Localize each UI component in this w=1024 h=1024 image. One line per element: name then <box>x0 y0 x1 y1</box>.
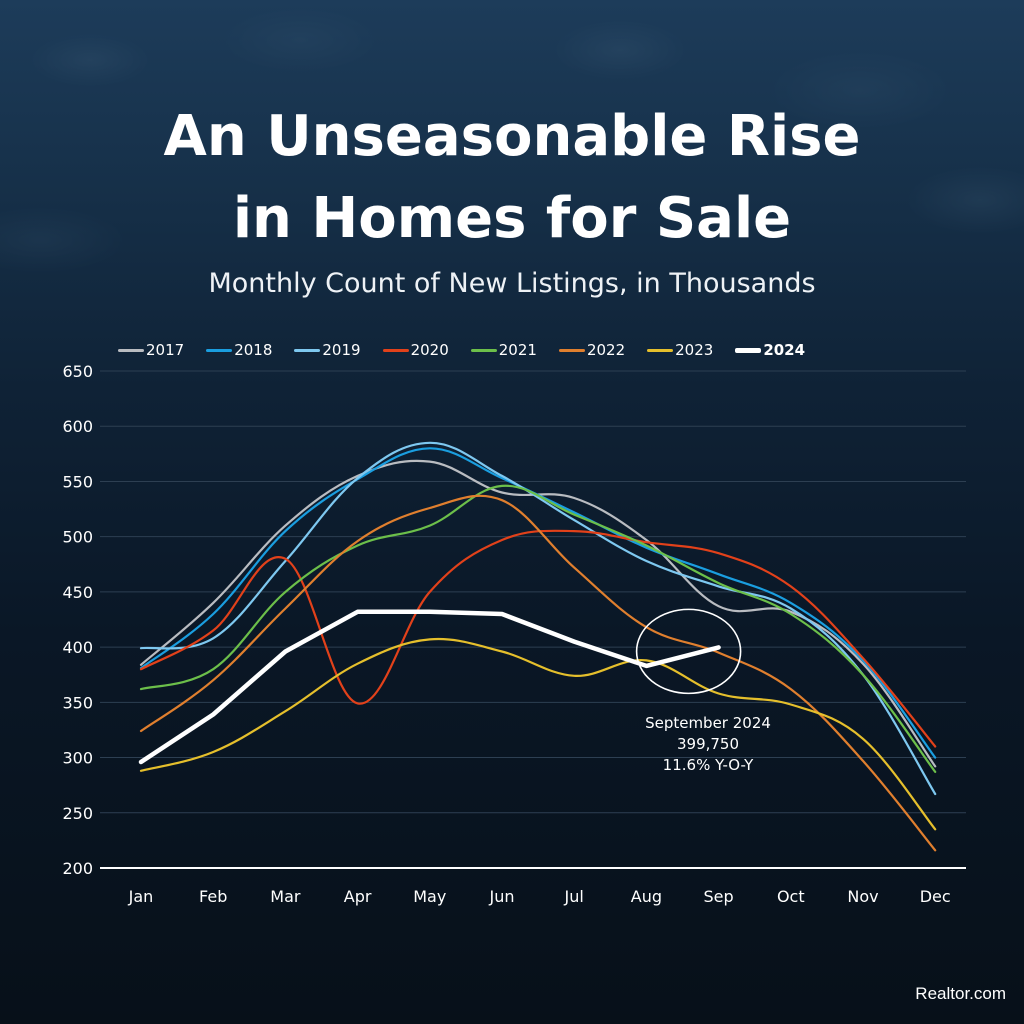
annotation-circle <box>635 608 742 695</box>
legend-swatch-2020 <box>382 348 409 352</box>
annotation-text-line-2: 399,750 <box>677 735 739 753</box>
legend-swatch-2023 <box>647 348 674 352</box>
x-tick-label-dec: Dec <box>920 887 951 906</box>
x-tick-label-apr: Apr <box>344 887 372 906</box>
series-line-2022 <box>139 494 937 852</box>
x-tick-label-oct: Oct <box>777 887 805 906</box>
legend-swatch-2022 <box>558 348 585 352</box>
legend-label-2022: 2022 <box>586 341 626 359</box>
x-tick-label-nov: Nov <box>847 887 878 906</box>
title-line-2: in Homes for Sale <box>232 186 792 251</box>
y-tick-label-500: 500 <box>62 528 93 547</box>
legend-label-2021: 2021 <box>498 341 537 359</box>
y-tick-label-400: 400 <box>62 638 93 657</box>
x-tick-label-jul: Jul <box>564 887 584 906</box>
x-tick-label-may: May <box>413 887 446 906</box>
legend-swatch-2017 <box>118 348 144 352</box>
brand-logo-text: Realtor.com <box>915 984 1006 1003</box>
chart-subtitle: Monthly Count of New Listings, in Thousa… <box>208 268 816 299</box>
legend-item-2019: 2019 <box>294 341 361 359</box>
y-tick-label-250: 250 <box>62 804 93 823</box>
legend-label-2017: 2017 <box>146 341 185 359</box>
y-tick-label-300: 300 <box>62 749 93 768</box>
y-tick-label-600: 600 <box>62 417 93 436</box>
y-tick-label-450: 450 <box>62 583 93 602</box>
legend-item-2018: 2018 <box>206 341 272 359</box>
series-line-2019 <box>139 441 937 796</box>
legend-item-2020: 2020 <box>382 341 449 359</box>
y-tick-label-550: 550 <box>62 472 93 491</box>
annotation-text-line-3: 11.6% Y-O-Y <box>663 756 754 774</box>
chart-legend: 2017 2018 2019 2020 2021 2022 2023 2024 <box>118 338 827 362</box>
legend-swatch-2024 <box>735 347 762 353</box>
y-tick-label-650: 650 <box>62 362 93 381</box>
legend-item-2024: 2024 <box>735 341 805 359</box>
series-line-2024 <box>138 609 721 765</box>
legend-label-2018: 2018 <box>234 341 273 359</box>
legend-swatch-2018 <box>206 348 233 352</box>
legend-item-2022: 2022 <box>558 341 626 359</box>
x-tick-label-jan: Jan <box>128 887 154 906</box>
legend-label-2024: 2024 <box>763 341 806 359</box>
x-tick-label-feb: Feb <box>199 887 227 906</box>
legend-swatch-2021 <box>470 348 497 352</box>
legend-item-2017: 2017 <box>118 341 184 359</box>
legend-label-2023: 2023 <box>675 341 714 359</box>
legend-swatch-2019 <box>294 348 321 352</box>
legend-label-2019: 2019 <box>322 341 361 359</box>
legend-item-2021: 2021 <box>470 341 537 359</box>
series-line-2021 <box>139 484 937 773</box>
x-tick-label-mar: Mar <box>270 887 301 906</box>
x-tick-label-aug: Aug <box>631 887 662 906</box>
annotation-text-line-1: September 2024 <box>645 714 771 732</box>
x-tick-label-jun: Jun <box>489 887 515 906</box>
title-line-1: An Unseasonable Rise <box>163 104 861 169</box>
x-tick-label-sep: Sep <box>704 887 734 906</box>
page-title: An Unseasonable Rise in Homes for Sale <box>0 96 1024 260</box>
y-tick-label-350: 350 <box>62 693 93 712</box>
series-line-2023 <box>139 637 937 831</box>
series-line-2017 <box>139 459 937 768</box>
series-line-2020 <box>139 529 937 748</box>
legend-item-2023: 2023 <box>647 341 713 359</box>
y-tick-label-200: 200 <box>62 859 93 878</box>
legend-label-2020: 2020 <box>410 341 449 359</box>
